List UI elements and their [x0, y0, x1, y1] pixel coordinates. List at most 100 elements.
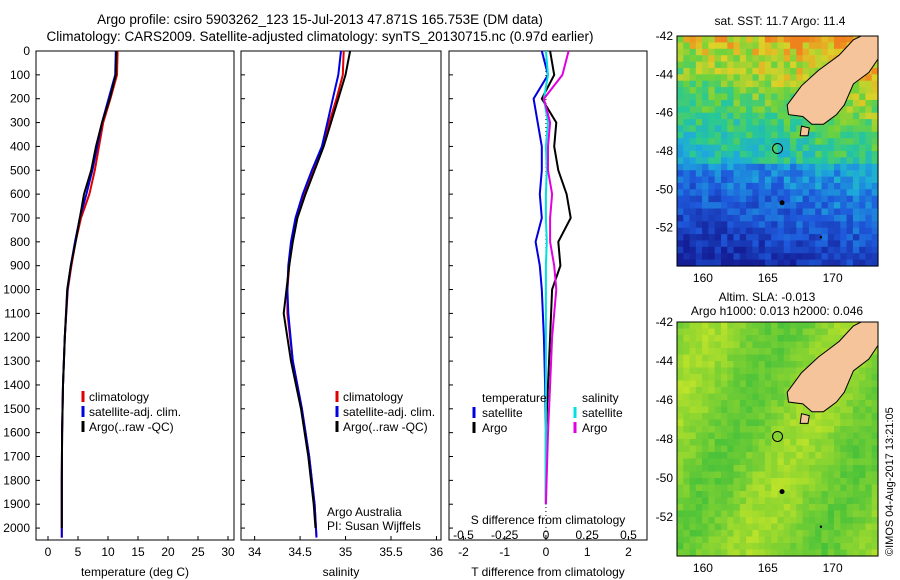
map-cell	[783, 202, 791, 210]
map-cell	[764, 419, 772, 427]
map-cell	[739, 393, 747, 401]
map-cell	[840, 202, 848, 210]
map-cell	[777, 543, 785, 551]
map-cell	[708, 234, 716, 242]
map-cell	[714, 48, 722, 56]
map-cell	[677, 465, 684, 473]
plot-frame	[35, 50, 235, 541]
map-cell	[821, 419, 829, 427]
map-cell	[683, 413, 691, 421]
map-cell	[721, 55, 728, 63]
map-cell	[764, 182, 772, 190]
map-cell	[802, 221, 810, 229]
map-cell	[815, 465, 823, 473]
map-cell	[827, 484, 835, 492]
map-cell	[771, 517, 779, 525]
map-cell	[758, 195, 766, 203]
map-cell	[771, 202, 779, 210]
map-cell	[733, 484, 741, 492]
map-cell	[677, 74, 684, 82]
map-cell	[752, 144, 760, 152]
map-cell	[702, 413, 709, 421]
map-cell	[827, 549, 835, 557]
map-cell	[695, 163, 703, 171]
map-cell	[865, 510, 873, 518]
map-cell	[815, 510, 823, 518]
map-cell	[752, 253, 760, 261]
map-cell	[752, 341, 760, 349]
map-cell	[714, 445, 722, 453]
map-cell	[689, 335, 697, 343]
map-cell	[871, 530, 879, 538]
map-cell	[733, 125, 741, 133]
map-cell	[802, 42, 810, 50]
map-cell	[702, 138, 709, 146]
map-cell	[702, 182, 709, 190]
map-cell	[739, 328, 747, 336]
map-cell	[790, 234, 797, 242]
map-cell	[746, 131, 753, 139]
map-cell	[834, 125, 841, 133]
map-cell	[859, 452, 867, 460]
map-cell	[834, 543, 841, 551]
map-cell	[859, 536, 867, 544]
map-cell	[764, 170, 772, 178]
map-cell	[783, 144, 791, 152]
map-cell	[702, 67, 709, 75]
map-cell	[733, 465, 741, 473]
map-cell	[764, 202, 772, 210]
map-cell	[758, 208, 766, 216]
map-cell	[777, 432, 785, 440]
map-cell	[758, 361, 766, 369]
map-cell	[702, 93, 709, 101]
map-cell	[689, 543, 697, 551]
map-cell	[702, 335, 709, 343]
map-cell	[871, 221, 879, 229]
map-cell	[677, 354, 684, 362]
map-cell	[739, 189, 747, 197]
map-cell	[821, 221, 829, 229]
map-cell	[840, 523, 848, 531]
map-cell	[790, 87, 797, 95]
map-cell	[871, 393, 879, 401]
map-cell	[777, 253, 785, 261]
map-cell	[859, 80, 867, 88]
map-cell	[821, 445, 829, 453]
map-cell	[852, 504, 860, 512]
map-cell	[733, 151, 741, 158]
map-cell	[827, 426, 835, 434]
map-cell	[727, 61, 735, 69]
map-cell	[758, 439, 766, 447]
map-cell	[727, 144, 735, 152]
map-cell	[840, 151, 848, 158]
map-cell	[733, 341, 741, 349]
map-cell	[834, 182, 841, 190]
map-cell	[827, 530, 835, 538]
map-cell	[695, 93, 703, 101]
map-cell	[689, 99, 697, 107]
map-cell	[721, 549, 728, 557]
map-cell	[733, 497, 741, 505]
map-cell	[689, 246, 697, 254]
map-cell	[790, 517, 797, 525]
map-cell	[859, 208, 867, 216]
map-cell	[764, 354, 772, 362]
map-cell	[815, 42, 823, 50]
map-cell	[777, 138, 785, 146]
map-cell	[790, 80, 797, 88]
map-cell	[771, 87, 779, 95]
map-cell	[777, 163, 785, 171]
map-cell	[721, 74, 728, 82]
figure-title-line1: Argo profile: csiro 5903262_123 15-Jul-2…	[97, 12, 543, 27]
x-top-tick-label: -0.25	[491, 528, 519, 542]
map-cell	[739, 497, 747, 505]
map-cell	[871, 182, 879, 190]
map-y-tick-label: -42	[656, 29, 674, 43]
map-cell	[815, 348, 823, 356]
map-cell	[777, 361, 785, 369]
map-cell	[702, 80, 709, 88]
map-cell	[834, 176, 841, 184]
map-cell	[733, 354, 741, 362]
map-cell	[714, 221, 722, 229]
map-cell	[771, 393, 779, 401]
